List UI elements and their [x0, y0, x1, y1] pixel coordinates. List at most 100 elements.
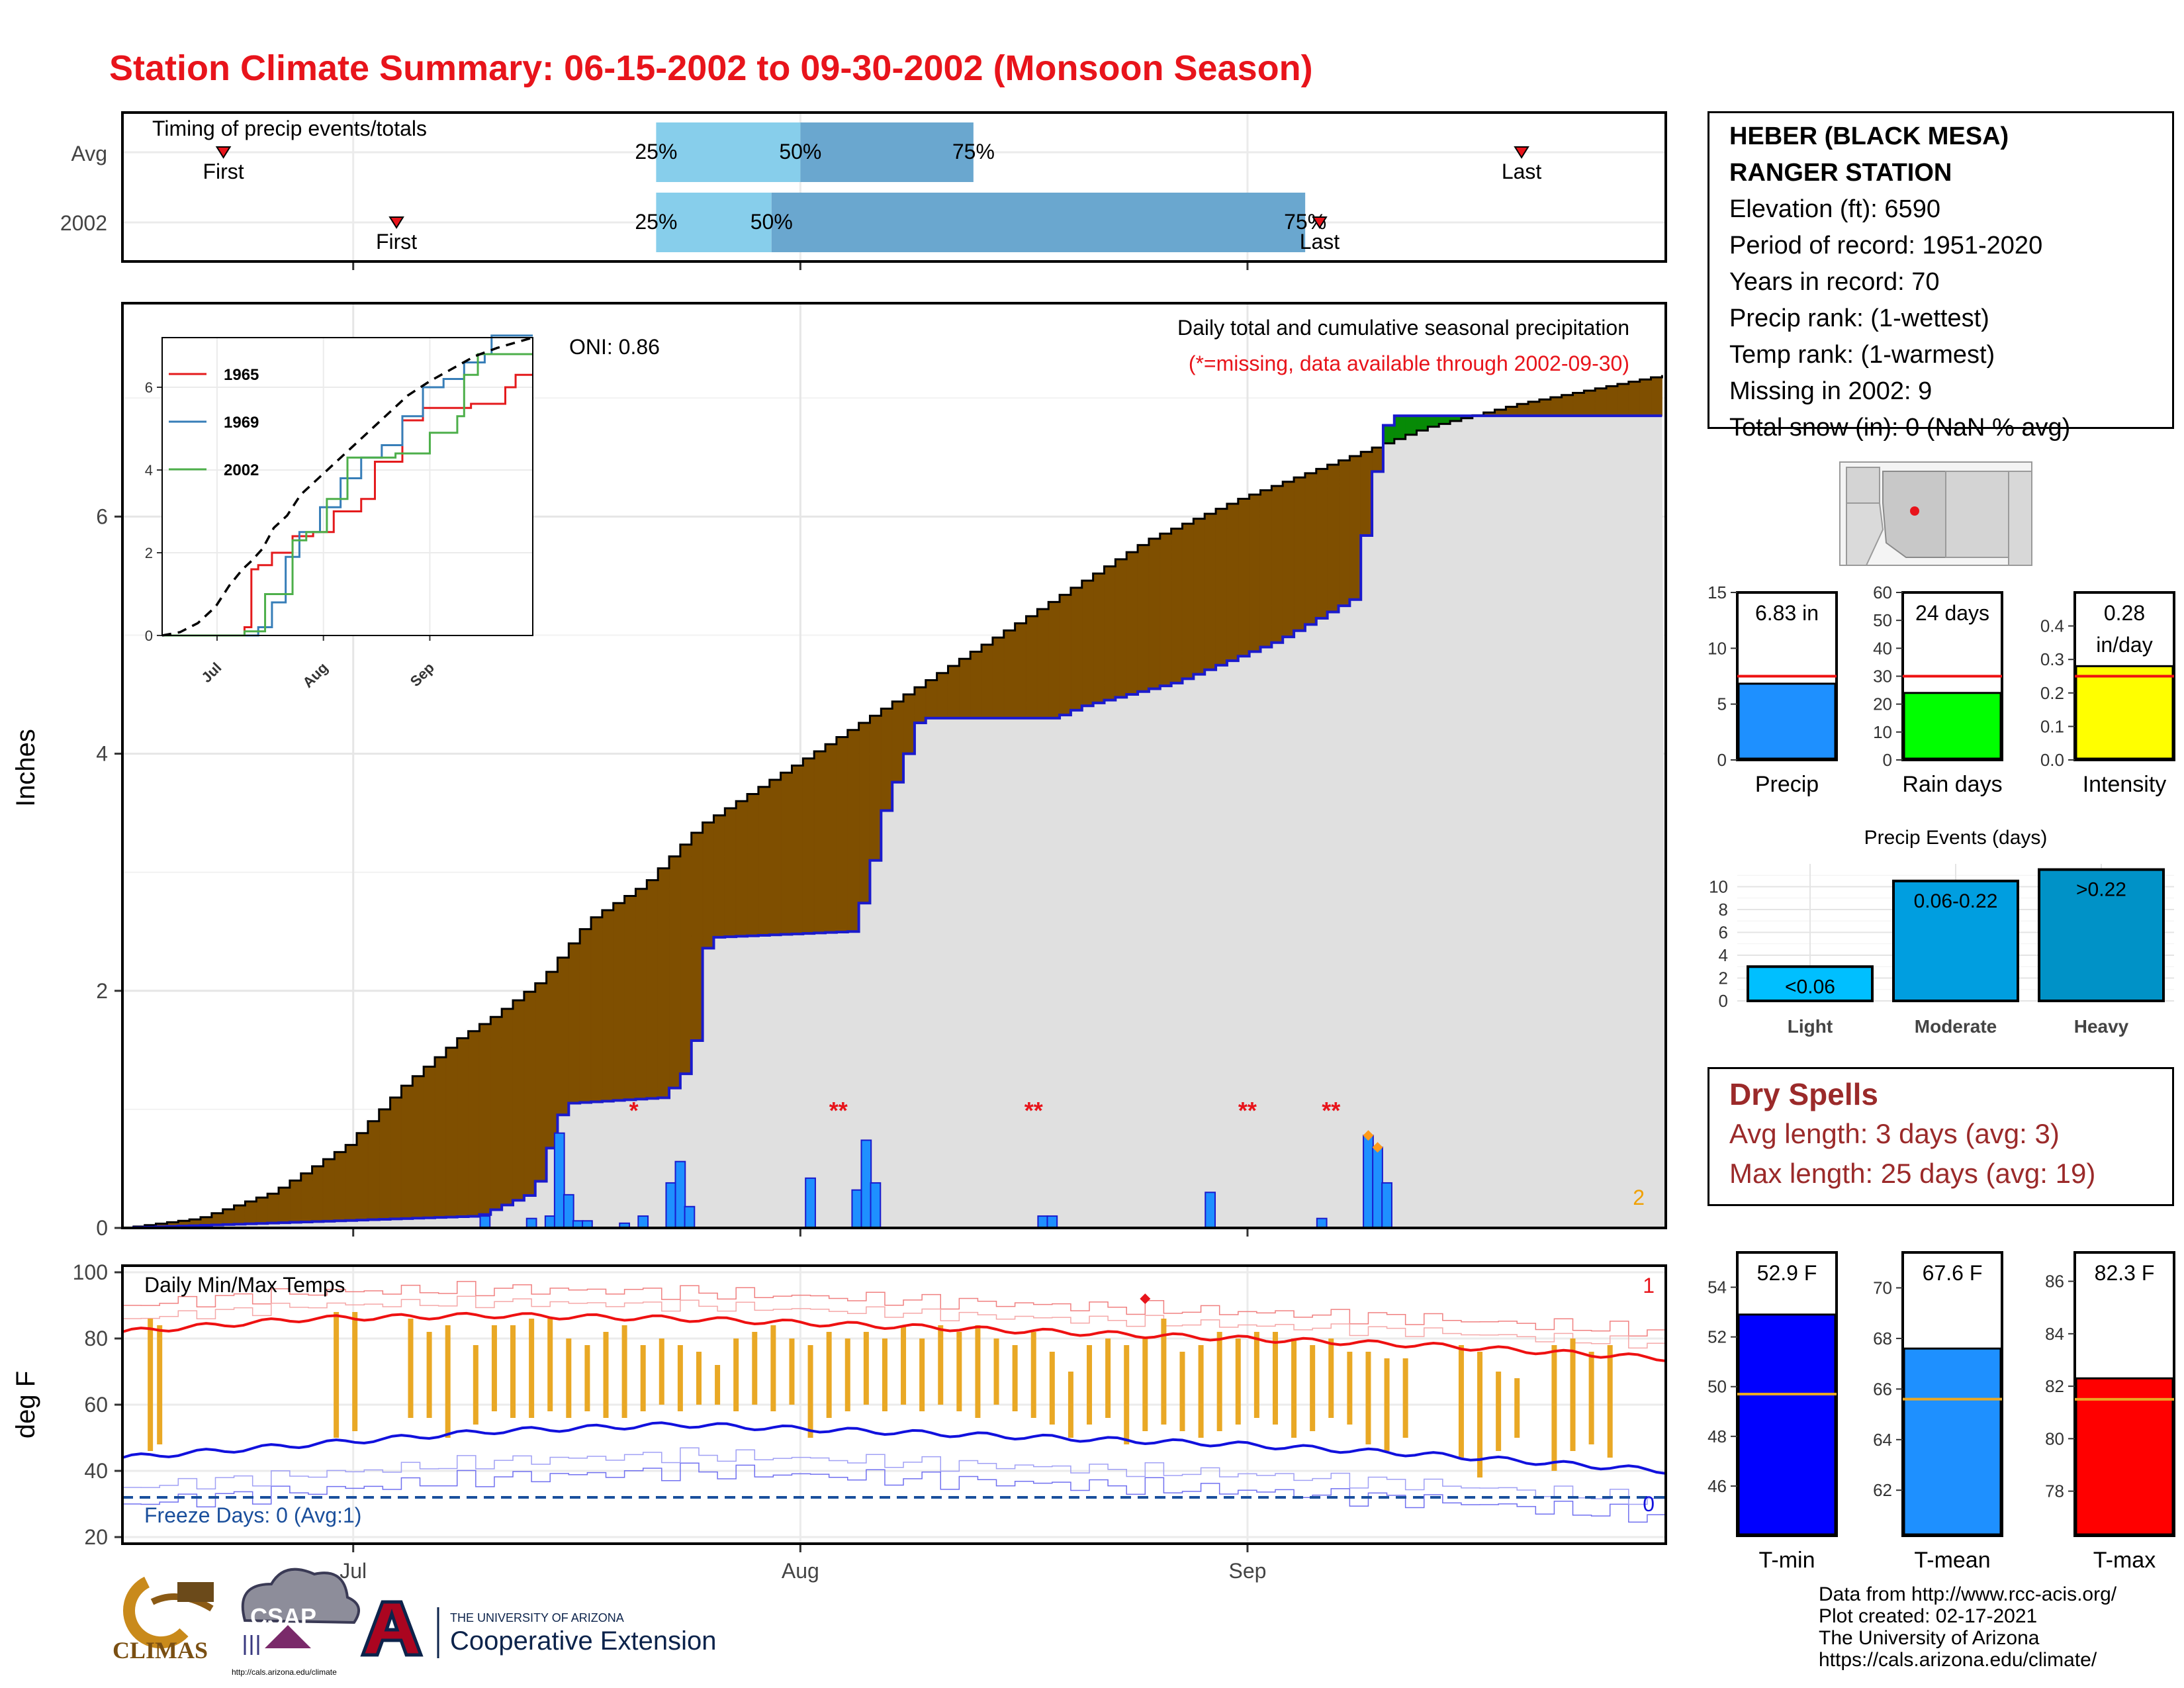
precip-daily-bar [1372, 1147, 1383, 1229]
small-chart-ytick-label: 0.1 [2040, 716, 2064, 736]
timing-bar-q50-q75 [771, 193, 1306, 252]
small-chart-tmean: 62 64 66 68 70 T-mean 67.6 F [1873, 1251, 2003, 1573]
small-chart-ytick-label: 30 [1873, 667, 1892, 686]
small-chart-tmin: 46 48 50 52 54 T-min 52.9 F [1707, 1251, 1838, 1573]
precip-ylabel: Inches [11, 729, 40, 807]
timing-label-q50: 50% [779, 140, 821, 164]
small-chart-category-label: T-max [2093, 1548, 2156, 1573]
location-map [1839, 461, 2032, 566]
precip-ytick-label: 2 [96, 979, 108, 1003]
station-missing: Missing in 2002: 9 [1729, 377, 1933, 405]
precip-daily-bar [1037, 1215, 1049, 1229]
timing-row-label-2002: 2002 [60, 211, 107, 235]
temps-count-top: 1 [1643, 1274, 1655, 1297]
inset-series-line-1965 [162, 373, 533, 637]
precip-daily-bar [665, 1182, 677, 1229]
small-chart-ytick-label: 48 [1707, 1427, 1727, 1446]
small-chart-ytick-label: 52 [1707, 1327, 1727, 1347]
small-chart-ytick-label: 50 [1873, 610, 1892, 630]
temps-axis: 20 40 60 80 100 Jul Aug Sep [73, 1260, 1267, 1583]
temps-count-bottom: 0 [1643, 1492, 1655, 1516]
small-chart-ytick-label: 20 [1873, 694, 1892, 714]
timing-title: Timing of precip events/totals [152, 117, 427, 140]
small-chart-ytick-label: 0.0 [2040, 750, 2064, 770]
precip-daily-bar [1381, 1182, 1392, 1229]
small-chart-ytick-label: 84 [2045, 1324, 2064, 1344]
events-bar-heavy [2038, 868, 2165, 1002]
temps-ytick-label: 100 [73, 1260, 108, 1284]
events-ytick-label: 6 [1719, 923, 1728, 943]
small-chart-bar [1737, 1313, 1837, 1536]
events-ytick-label: 4 [1719, 945, 1728, 965]
small-chart-ytick-label: 70 [1873, 1278, 1892, 1298]
events-ytick-label: 0 [1719, 991, 1728, 1011]
dry-spells-max: Max length: 25 days (avg: 19) [1729, 1158, 2096, 1189]
precip-ytick-label: 6 [96, 504, 108, 528]
temps-low-pct-line [122, 1447, 1666, 1505]
small-chart-ytick-label: 0 [1883, 750, 1892, 770]
temps-xtick-label: Jul [340, 1559, 367, 1583]
small-chart-intensity: 0.0 0.1 0.2 0.3 0.4 Intensity 0.28 in/day [2040, 591, 2175, 797]
precip-daily-bar [851, 1189, 863, 1229]
temps-xtick-label: Aug [782, 1559, 819, 1583]
oni-label: ONI: 0.86 [569, 335, 660, 359]
timing-label-q25: 25% [635, 210, 677, 234]
events-category-label: Moderate [1915, 1016, 1997, 1037]
precip-cumulative-area [122, 416, 1666, 1228]
precip-missing-mark: ** [1024, 1097, 1043, 1124]
precip-corner-count: 2 [1633, 1186, 1645, 1209]
timing-label-last: Last [1300, 230, 1340, 254]
temps-record-min-line [122, 1462, 1666, 1523]
temps-ytick-label: 20 [84, 1525, 108, 1549]
timing-row-label-avg: Avg [71, 142, 107, 165]
precip-record-marker [1372, 1142, 1383, 1153]
events-bar-moderate [1892, 879, 2019, 1002]
csap-url: http://cals.arizona.edu/climate [232, 1667, 337, 1677]
small-chart-ytick-label: 54 [1707, 1278, 1727, 1297]
events-ytick-label: 10 [1709, 877, 1728, 897]
page-title: Station Climate Summary: 06-15-2002 to 0… [109, 48, 1313, 88]
events-category-label: Heavy [2074, 1016, 2129, 1037]
events-bar-label: >0.22 [2076, 879, 2126, 901]
precip-areas [122, 375, 1666, 1229]
dry-spells-title: Dry Spells [1729, 1077, 1878, 1111]
temps-ylabel: deg F [11, 1371, 40, 1438]
events-bar-label: 0.06-0.22 [1914, 890, 1998, 912]
station-temp-rank: Temp rank: (1-warmest) [1729, 341, 1995, 369]
small-chart-ytick-label: 0.4 [2040, 616, 2064, 636]
small-chart-bar [2075, 1377, 2174, 1536]
inset-ytick-label: 4 [145, 462, 153, 479]
temps-avg-min-line [122, 1421, 1666, 1475]
small-chart-category-label: T-min [1759, 1548, 1815, 1573]
precip-record-marker [1363, 1130, 1374, 1141]
events-ytick-label: 2 [1719, 968, 1728, 988]
precip-2002-cumulative-line [122, 414, 1662, 1229]
timing-label-q75: 75% [952, 140, 995, 164]
small-chart-ytick-label: 66 [1873, 1379, 1892, 1399]
small-chart-ytick-label: 0.3 [2040, 649, 2064, 669]
climas-logo: CLIMAS [113, 1576, 214, 1664]
temps-record-max-line [122, 1281, 1666, 1336]
precip-axis: 0 2 4 6 [96, 504, 1249, 1240]
inset-legend: 1965 1969 2002 [169, 366, 259, 479]
timing-marker-last [1514, 146, 1529, 159]
small-chart-ytick-label: 10 [1707, 638, 1727, 658]
timing-marker-first [388, 216, 404, 229]
small-chart-value-label: 6.83 in [1755, 601, 1819, 625]
small-chart-ytick-label: 68 [1873, 1329, 1892, 1348]
precip-ytick-label: 0 [96, 1216, 108, 1240]
csap-logo: CSAP http://cals.arizona.edu/climate [232, 1568, 361, 1677]
precip-daily-bar [860, 1139, 872, 1229]
small-chart-category-label: Intensity [2083, 772, 2167, 797]
station-years: Years in record: 70 [1729, 268, 1940, 296]
timing-frame [121, 111, 1667, 263]
precip-daily-bar [805, 1177, 816, 1229]
temps-title: Daily Min/Max Temps [144, 1273, 345, 1297]
timing-bar-q25-q50 [656, 122, 801, 182]
events-title: Precip Events (days) [1864, 827, 2048, 849]
small-chart-ytick-label: 15 [1707, 583, 1727, 602]
credits: Data from http://www.rcc-acis.org/ Plot … [1819, 1583, 2116, 1671]
station-period: Period of record: 1951-2020 [1729, 232, 2043, 259]
temps-high-pct-line [122, 1295, 1666, 1349]
